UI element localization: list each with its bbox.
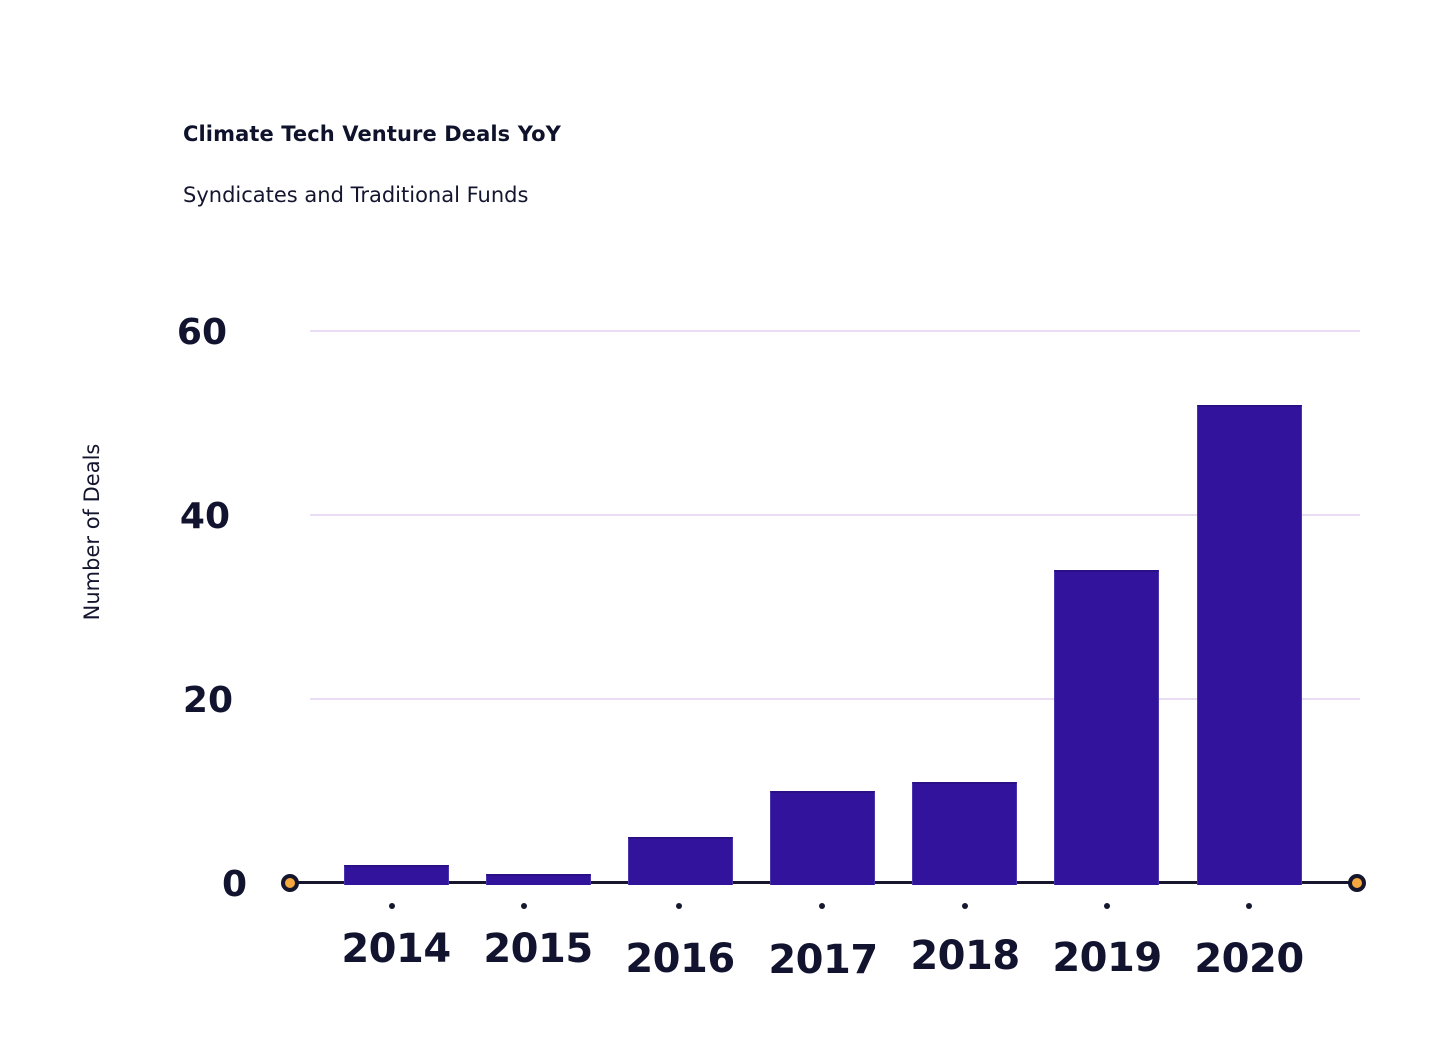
x-tick-dot [819,903,825,909]
y-tick-label: 20 [182,680,233,721]
x-axis-label-2015: 2015 [483,926,593,972]
chart-subtitle: Syndicates and Traditional Funds [183,183,529,207]
gridline-60 [310,330,1360,332]
x-axis-label-2017: 2017 [768,937,878,983]
x-tick-dot [1104,903,1110,909]
bar-2016 [628,837,733,885]
y-tick-label: 0 [221,864,247,905]
x-axis-label-2014: 2014 [341,926,451,972]
x-axis-label-2019: 2019 [1052,935,1162,981]
gridline-40 [310,514,1360,516]
gridline-20 [310,698,1360,700]
x-tick-dot [389,903,395,909]
chart-title: Climate Tech Venture Deals YoY [183,122,561,146]
bar-2014 [344,865,449,885]
bar-2015 [486,874,591,885]
axis-endpoint-right-icon [1348,874,1366,892]
x-tick-dot [521,903,527,909]
x-axis-label-2020: 2020 [1194,936,1304,982]
bar-2017 [770,791,875,885]
x-axis-label-2016: 2016 [625,936,735,982]
bar-2018 [912,782,1017,885]
bar-2019 [1054,570,1159,885]
y-tick-label: 40 [179,496,230,537]
axis-endpoint-left-icon [281,874,299,892]
bar-2020 [1197,405,1302,885]
x-tick-dot [676,903,682,909]
x-tick-dot [1246,903,1252,909]
x-tick-dot [962,903,968,909]
x-axis-label-2018: 2018 [910,933,1020,979]
y-axis-title: Number of Deals [80,443,104,621]
y-tick-label: 60 [176,312,227,353]
